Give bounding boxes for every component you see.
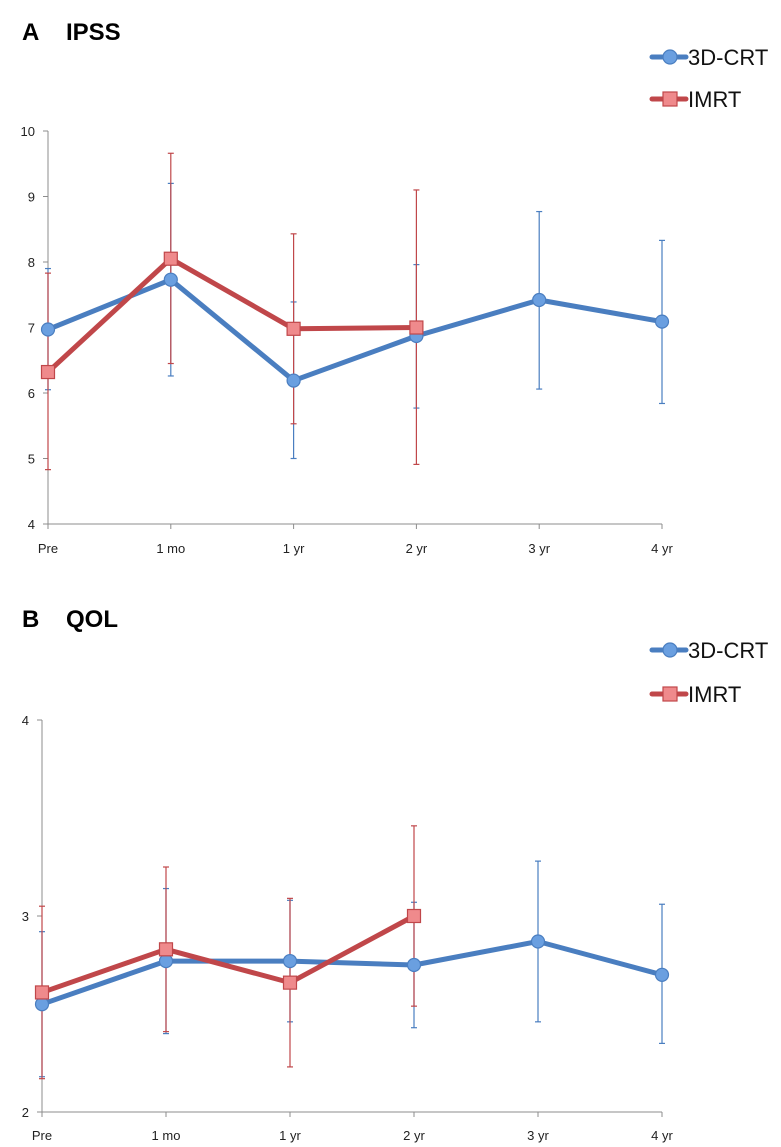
chart-panel-a: A IPSS 4 5 6 7 8 9 10 Pre 1 mo 1 yr 2 yr 3 yr 4 yr 3D-C… [21, 19, 769, 556]
y-tick-label: 6 [28, 386, 35, 401]
legend-item-imrt: IMRT [649, 87, 741, 112]
legend-marker-square [662, 686, 678, 702]
legend-label: IMRT [688, 87, 741, 112]
data-point-square [406, 908, 422, 924]
series-line-3d-crt [45, 277, 665, 384]
legend-item-3d-crt: 3D-CRT [649, 638, 768, 663]
y-tick-label: 9 [28, 190, 35, 205]
legend-marker-circle [662, 49, 678, 65]
data-point-square [286, 321, 301, 336]
y-tick-label: 4 [28, 517, 35, 532]
data-point-square [409, 320, 424, 335]
data-point-circle [406, 957, 422, 973]
x-tick-label: 1 yr [283, 541, 305, 556]
x-tick-label: 1 mo [156, 541, 185, 556]
legend-label: 3D-CRT [688, 638, 768, 663]
data-point-circle [654, 314, 670, 329]
data-point-square [158, 942, 174, 957]
series-line-3d-crt [39, 938, 665, 1007]
x-tick-label: 2 yr [406, 541, 428, 556]
data-point-square [40, 364, 56, 380]
x-tick-label: 1 yr [279, 1128, 301, 1143]
series-line-imrt [39, 913, 417, 995]
data-point-circle [40, 322, 56, 337]
x-tick-label: Pre [32, 1128, 52, 1143]
legend-label: IMRT [688, 682, 741, 707]
legend-item-imrt: IMRT [649, 682, 741, 707]
x-tick-label: 4 yr [651, 1128, 673, 1143]
y-tick-label: 3 [22, 909, 29, 924]
y-tick-label: 2 [22, 1105, 29, 1120]
legend-item-3d-crt: 3D-CRT [649, 45, 768, 70]
legend-marker-square [662, 91, 678, 107]
chart-title: IPSS [66, 19, 121, 46]
data-point-circle [286, 373, 301, 388]
x-tick-label: 1 mo [152, 1128, 181, 1143]
x-tick-label: 3 yr [528, 541, 550, 556]
data-point-square [163, 251, 178, 266]
panel-letter: A [22, 19, 39, 46]
y-tick-label: 8 [28, 255, 35, 270]
data-point-circle [532, 292, 547, 308]
y-tick-label: 7 [28, 321, 35, 336]
data-point-circle [34, 997, 50, 1012]
panel-letter: B [22, 606, 39, 633]
chart-title: QOL [66, 606, 118, 633]
data-point-circle [654, 967, 670, 982]
x-tick-label: Pre [38, 541, 58, 556]
data-point-circle [530, 934, 546, 949]
legend-marker-circle [662, 642, 678, 658]
data-point-circle [158, 953, 174, 969]
y-tick-label: 5 [28, 452, 35, 467]
series-line-imrt [45, 256, 419, 375]
legend-label: 3D-CRT [688, 45, 768, 70]
y-tick-label: 4 [22, 713, 29, 728]
data-point-circle [282, 953, 298, 969]
y-tick-label: 10 [21, 124, 35, 139]
chart-panel-b: B QOL 2 3 4 Pre 1 mo 1 yr 2 yr 3 yr 4 yr 3D-CRT IMRT [22, 606, 769, 1143]
data-point-square [282, 975, 298, 990]
data-point-circle [163, 272, 178, 287]
x-tick-label: 4 yr [651, 541, 673, 556]
x-tick-label: 2 yr [403, 1128, 425, 1143]
x-tick-label: 3 yr [527, 1128, 549, 1143]
data-point-square [34, 985, 50, 1000]
